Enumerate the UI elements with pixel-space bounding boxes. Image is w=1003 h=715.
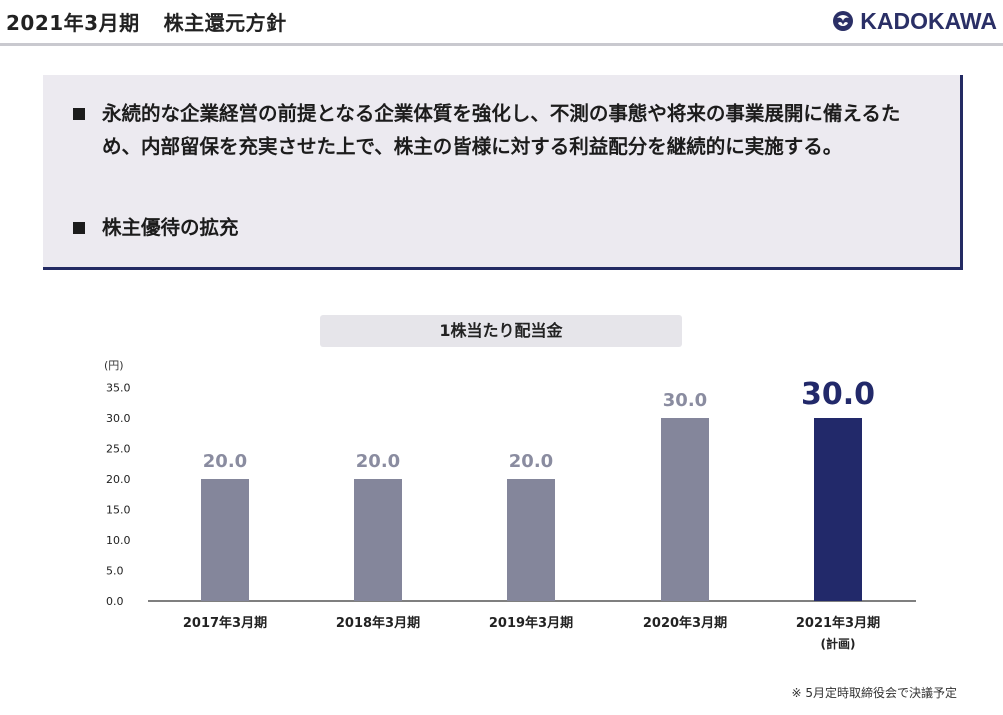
title-text: 株主還元方針 <box>163 11 287 35</box>
bar <box>814 418 862 601</box>
policy-item: 株主優待の拡充 <box>73 211 239 244</box>
footnote: ※ 5月定時取締役会で決議予定 <box>791 686 957 700</box>
policy-text: 永続的な企業経営の前提となる企業体質を強化し、不測の事態や将来の事業展開に備える… <box>102 102 901 158</box>
bar <box>354 479 402 601</box>
x-tick-label: 2017年3月期 <box>183 615 267 631</box>
x-tick-label: 2020年3月期 <box>643 615 727 631</box>
fiscal-period: 2021年3月期 <box>6 11 140 35</box>
x-tick-label: 2018年3月期 <box>336 615 420 631</box>
x-tick-note: (計画) <box>821 636 856 651</box>
y-axis-unit: (円) <box>104 359 124 372</box>
square-bullet-icon <box>73 108 85 120</box>
bar <box>507 479 555 601</box>
x-tick-label: 2021年3月期 <box>796 615 880 631</box>
policy-text: 株主優待の拡充 <box>102 216 239 239</box>
header-divider <box>0 43 1003 46</box>
y-tick-label: 5.0 <box>106 565 124 578</box>
policy-box: 永続的な企業経営の前提となる企業体質を強化し、不測の事態や将来の事業展開に備える… <box>43 75 963 270</box>
brand: KADOKAWA <box>832 6 997 36</box>
kadokawa-phoenix-logo-icon <box>833 11 854 31</box>
y-tick-label: 10.0 <box>106 534 131 547</box>
header: 2021年3月期 株主還元方針 KADOKAWA <box>0 0 1003 46</box>
y-tick-label: 15.0 <box>106 504 131 517</box>
y-tick-label: 35.0 <box>106 382 131 395</box>
bar-value-label: 20.0 <box>509 451 553 472</box>
brand-name: KADOKAWA <box>860 7 997 34</box>
square-bullet-icon <box>73 222 85 234</box>
bar-value-label: 20.0 <box>356 451 400 472</box>
x-tick-label: 2019年3月期 <box>489 615 573 631</box>
bar-value-label: 30.0 <box>801 377 875 412</box>
chart-title: 1株当たり配当金 <box>320 315 682 347</box>
policy-item: 永続的な企業経営の前提となる企業体質を強化し、不測の事態や将来の事業展開に備える… <box>73 97 918 163</box>
dividend-bar-chart: (円) 0.0 5.0 10.0 15.0 20.0 25.0 30.0 35.0 20.0 201… <box>104 359 916 651</box>
bar <box>201 479 249 601</box>
y-tick-label: 20.0 <box>106 473 131 486</box>
bar <box>661 418 709 601</box>
y-tick-label: 30.0 <box>106 412 131 425</box>
y-tick-label: 25.0 <box>106 443 131 456</box>
bar-value-label: 20.0 <box>203 451 247 472</box>
y-tick-label: 0.0 <box>106 595 124 608</box>
page-title: 2021年3月期 株主還元方針 <box>6 7 287 36</box>
bar-value-label: 30.0 <box>663 390 707 411</box>
